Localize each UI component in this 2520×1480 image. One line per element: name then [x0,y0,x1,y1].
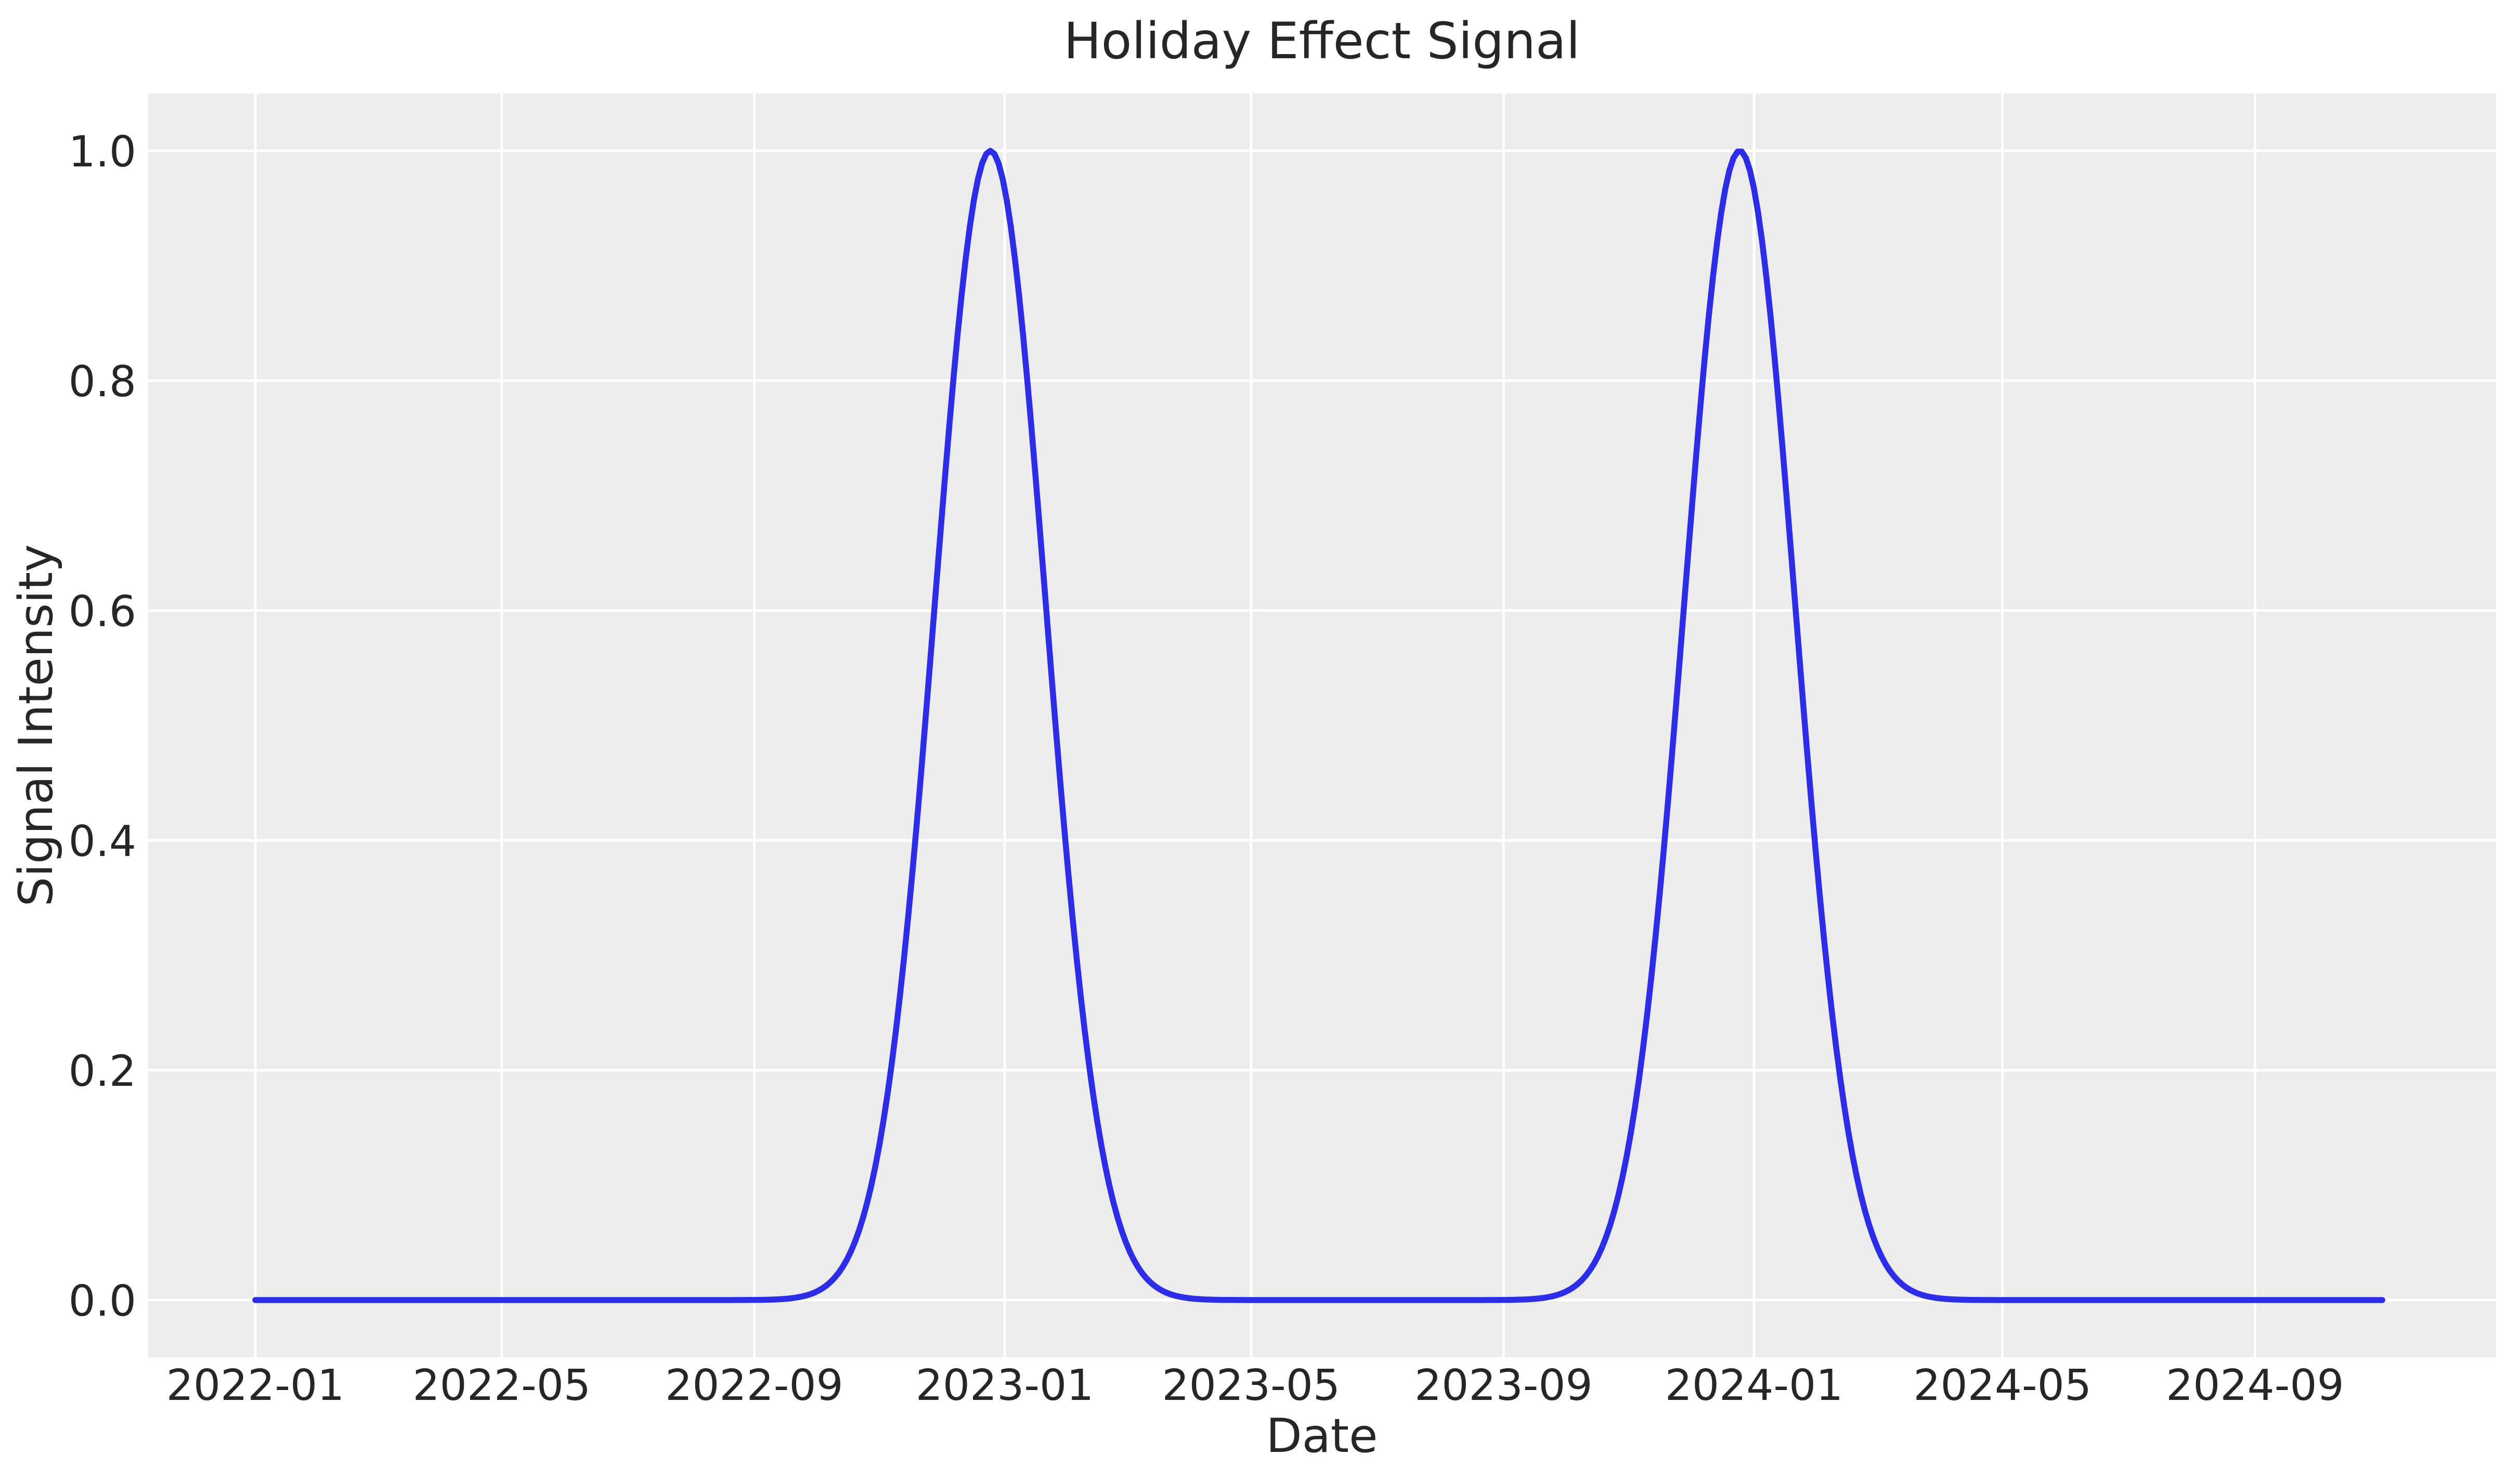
y-tick-label: 1.0 [69,127,136,177]
y-tick-labels: 0.0 0.2 0.4 0.6 0.8 1.0 [69,127,136,1326]
y-axis-label: Signal Intensity [9,544,63,907]
x-tick-label: 2022-01 [166,1361,345,1410]
x-tick-label: 2023-09 [1414,1361,1593,1410]
y-tick-label: 0.6 [69,587,136,637]
x-tick-labels: 2022-01 2022-05 2022-09 2023-01 2023-05 2023-… [166,1361,2344,1410]
x-tick-label: 2024-09 [2166,1361,2344,1410]
x-axis-label: Date [1266,1409,1378,1463]
x-tick-label: 2023-05 [1162,1361,1340,1410]
y-tick-label: 0.8 [69,357,136,407]
y-tick-label: 0.2 [69,1047,136,1096]
chart-title: Holiday Effect Signal [1063,12,1580,70]
plot-area [148,94,2496,1357]
x-tick-label: 2024-05 [1913,1361,2092,1410]
y-tick-label: 0.0 [69,1277,136,1326]
x-tick-label: 2022-05 [412,1361,591,1410]
signal-line [252,148,2385,1303]
x-tick-label: 2022-09 [665,1361,843,1410]
x-tick-label: 2023-01 [916,1361,1094,1410]
y-tick-label: 0.4 [69,817,136,866]
x-tick-label: 2024-01 [1665,1361,1843,1410]
